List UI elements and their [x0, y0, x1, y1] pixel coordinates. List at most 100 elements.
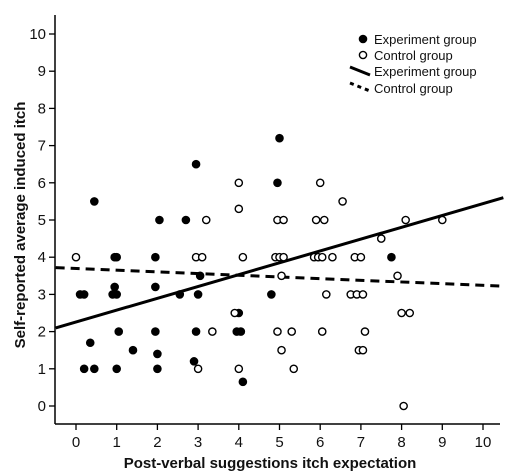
legend-label-experiment-marker: Experiment group [374, 32, 477, 47]
y-tick-label: 1 [38, 361, 46, 378]
experiment-point [193, 290, 203, 299]
y-tick-label: 7 [38, 138, 46, 155]
control-point [273, 327, 282, 336]
y-tick-label: 5 [38, 212, 46, 229]
control-point [405, 308, 415, 318]
control-point [397, 308, 406, 318]
control-point [317, 327, 327, 336]
legend-marker-experiment [358, 34, 368, 44]
control-point [311, 215, 321, 225]
control-point [360, 327, 370, 336]
experiment-point [90, 364, 99, 374]
experiment-point [153, 349, 162, 359]
y-tick-label: 8 [38, 100, 46, 117]
control-point [201, 215, 211, 225]
legend: Experiment group Control group Experimen… [349, 32, 477, 96]
control-point [393, 271, 402, 281]
experiment-point [267, 290, 276, 299]
x-tick-label: 3 [194, 434, 202, 451]
x-axis-ticks: 0 1 2 3 4 5 6 7 8 9 10 [72, 424, 492, 451]
legend-marker-control [358, 50, 368, 60]
experiment-fit-line [55, 196, 504, 330]
control-point [208, 327, 217, 336]
control-point [238, 252, 248, 262]
control-point [234, 364, 244, 374]
x-tick-label: 9 [438, 434, 446, 451]
data-points [71, 133, 447, 411]
legend-line-experiment [349, 65, 371, 77]
control-point [376, 234, 386, 243]
experiment-point [151, 327, 160, 336]
control-point [437, 215, 447, 225]
experiment-point [79, 364, 89, 374]
control-point [234, 204, 244, 214]
control-point [234, 178, 244, 188]
experiment-point [151, 282, 160, 292]
x-tick-label: 1 [113, 434, 121, 451]
control-point [197, 252, 207, 262]
experiment-point [79, 290, 89, 299]
experiment-point [128, 345, 138, 355]
y-tick-label: 9 [38, 63, 46, 80]
experiment-point [191, 159, 201, 169]
experiment-point [191, 327, 201, 336]
legend-label-control-marker: Control group [374, 48, 453, 63]
x-tick-label: 2 [153, 434, 161, 451]
experiment-point [273, 178, 282, 188]
experiment-point [151, 252, 160, 262]
control-point [328, 252, 337, 262]
experiment-point [114, 327, 124, 336]
y-axis-ticks: 0 1 2 3 4 5 6 7 8 9 10 [29, 26, 55, 415]
experiment-point [236, 327, 246, 336]
x-tick-label: 10 [475, 434, 492, 451]
control-point [338, 197, 347, 206]
experiment-point [112, 252, 121, 262]
control-point [193, 364, 203, 374]
x-tick-label: 4 [235, 434, 243, 451]
experiment-point [238, 377, 248, 387]
y-tick-label: 2 [38, 324, 46, 341]
experiment-point [153, 364, 162, 374]
experiment-point [275, 133, 284, 143]
control-point [322, 290, 331, 299]
y-tick-label: 10 [29, 26, 46, 43]
experiment-point [195, 271, 205, 281]
control-point [317, 252, 327, 262]
experiment-point [387, 252, 396, 262]
control-point [230, 308, 240, 318]
y-axis-title: Self-reported average induced itch [12, 102, 29, 349]
x-tick-label: 7 [357, 434, 365, 451]
experiment-point [181, 215, 191, 225]
experiment-point [155, 215, 164, 225]
x-tick-label: 0 [72, 434, 80, 451]
control-point [401, 215, 410, 225]
control-point [399, 401, 408, 411]
control-point [279, 215, 288, 225]
control-point [287, 327, 297, 336]
legend-label-experiment-line: Experiment group [374, 64, 477, 79]
x-tick-label: 8 [397, 434, 405, 451]
y-tick-label: 0 [38, 398, 46, 415]
control-point [315, 178, 325, 188]
experiment-point [110, 282, 119, 292]
experiment-point [189, 357, 199, 366]
experiment-point [175, 290, 185, 299]
experiment-point [85, 338, 95, 348]
y-tick-label: 6 [38, 175, 46, 192]
legend-line-control [349, 81, 371, 93]
regression-lines [55, 196, 504, 330]
control-point [277, 271, 286, 281]
legend-label-control-line: Control group [374, 81, 453, 96]
control-point [277, 345, 286, 355]
control-point [319, 215, 329, 225]
control-point [289, 364, 299, 374]
x-tick-label: 6 [316, 434, 324, 451]
control-point [279, 252, 288, 262]
control-point [71, 252, 81, 262]
control-point [358, 290, 368, 299]
x-axis-title: Post-verbal suggestions itch expectation [124, 455, 417, 472]
control-point [358, 345, 368, 355]
x-tick-label: 5 [275, 434, 283, 451]
y-tick-label: 3 [38, 286, 46, 303]
